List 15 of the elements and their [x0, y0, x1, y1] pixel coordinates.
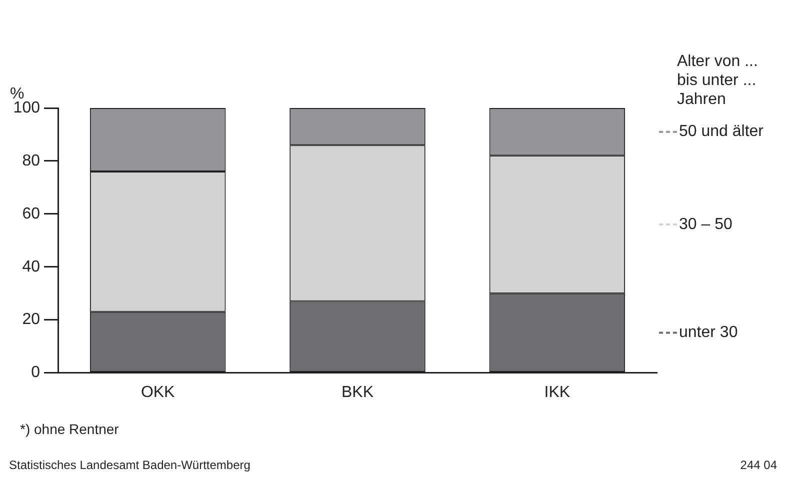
legend-label: unter 30 — [679, 324, 738, 342]
legend-title: Alter von ... bis unter ... Jahren — [677, 53, 758, 108]
y-tick-label: 80 — [22, 152, 40, 170]
y-tick-label: 40 — [22, 258, 40, 276]
x-tick-label: BKK — [341, 384, 374, 401]
text: Statistisches Landesamt Baden-Württemberg — [9, 458, 250, 472]
y-tick-label: 60 — [22, 205, 40, 222]
text: *) ohne Rentner — [20, 421, 120, 437]
y-tick-label: 0 — [31, 364, 40, 382]
y-tick-label: 20 — [22, 311, 40, 328]
x-tick-label: IKK — [544, 384, 570, 401]
legend-label: 30 – 50 — [679, 216, 732, 233]
legend-label: 50 und älter — [679, 123, 764, 140]
x-tick-label: OKK — [140, 384, 176, 401]
text: 244 04 — [740, 458, 778, 472]
